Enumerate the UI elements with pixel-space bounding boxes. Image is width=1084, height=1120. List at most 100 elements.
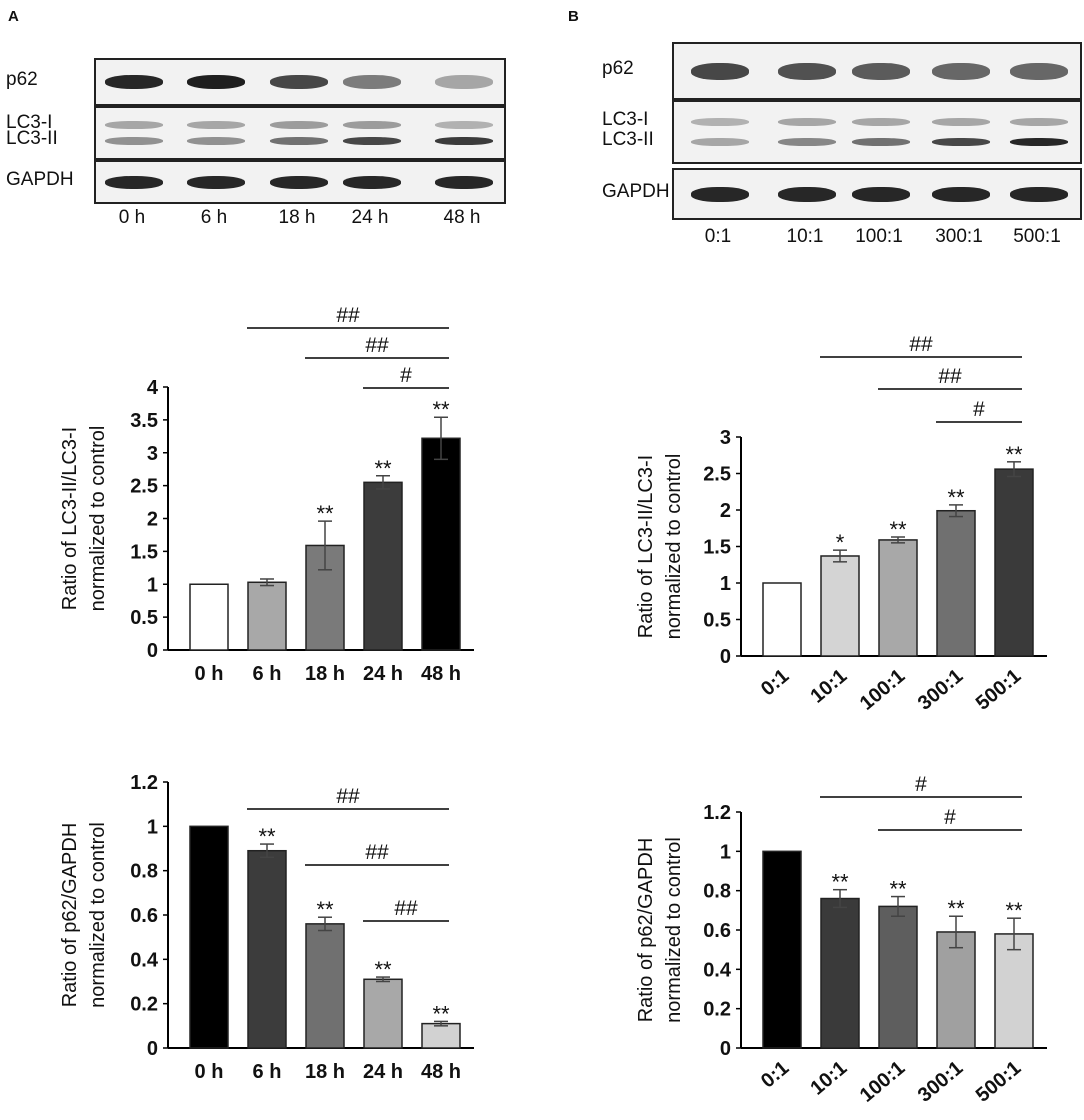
- y-tick-label: 3: [720, 427, 731, 449]
- blot-band: [187, 137, 245, 146]
- blot-band: [691, 186, 749, 202]
- bar: [820, 555, 860, 657]
- y-tick-label: 0.5: [130, 607, 158, 629]
- y-tick-label: 1: [720, 841, 731, 863]
- comparison-label: ##: [909, 333, 933, 356]
- blot-band: [435, 175, 493, 189]
- blot-row-label: LC3-I: [602, 109, 649, 130]
- bar: [247, 849, 287, 1049]
- blot-band: [435, 75, 493, 89]
- blot-band: [270, 175, 328, 189]
- blot-lane-label: 300:1: [935, 226, 983, 247]
- y-tick-label: 2.5: [703, 464, 731, 486]
- x-tick-label: 0 h: [195, 1061, 224, 1083]
- significance-star: **: [432, 397, 450, 422]
- blot-row: [672, 42, 1082, 100]
- y-tick-label: 0.6: [130, 905, 158, 927]
- blot-band: [778, 62, 836, 80]
- blot-row-label: LC3-I: [6, 111, 53, 133]
- y-tick-label: 0.6: [703, 920, 731, 942]
- blot-band: [932, 118, 990, 126]
- blot-band: [1010, 62, 1068, 80]
- blot-row-label: GAPDH: [6, 169, 74, 190]
- significance-star: **: [432, 1001, 450, 1026]
- y-tick-label: 1.2: [130, 772, 158, 794]
- blot-band: [343, 120, 401, 129]
- blot-lane-label: 100:1: [855, 226, 903, 247]
- significance-star: **: [831, 870, 849, 895]
- blot-band: [343, 137, 401, 146]
- comparison-label: ##: [365, 334, 389, 357]
- y-tick-label: 1.5: [130, 541, 158, 563]
- y-tick-label: 0: [147, 640, 158, 662]
- y-tick-label: 0: [720, 646, 731, 668]
- panel-letter-a: A: [8, 8, 19, 25]
- y-tick-label: 3: [147, 443, 158, 465]
- blot-band: [691, 62, 749, 80]
- comparison-label: #: [944, 806, 956, 829]
- blot-band: [270, 75, 328, 89]
- blot-lane-label: 18 h: [278, 207, 316, 228]
- blot-lane-label: 500:1: [1013, 226, 1061, 247]
- significance-star: **: [1005, 442, 1023, 467]
- blot-row: [672, 168, 1082, 220]
- blot-band: [105, 137, 163, 146]
- y-axis-label: normalized to control: [87, 426, 109, 612]
- bar: [994, 933, 1034, 1049]
- blot-band: [1010, 186, 1068, 202]
- blot-lane-label: 0:1: [704, 226, 732, 247]
- x-tick-label: 24 h: [363, 663, 403, 685]
- blot-band: [105, 75, 163, 89]
- blot-band: [932, 138, 990, 146]
- bar: [820, 897, 860, 1049]
- significance-star: **: [316, 897, 334, 922]
- y-tick-label: 1.5: [703, 537, 731, 559]
- blot-row-label: LC3-II: [602, 129, 654, 150]
- blot-band: [778, 138, 836, 146]
- bar: [363, 481, 403, 651]
- y-tick-label: 0.8: [703, 881, 731, 903]
- blot-row-label: LC3-II: [6, 128, 58, 150]
- x-tick-label: 10:1: [806, 1057, 851, 1100]
- x-tick-label: 18 h: [305, 1061, 345, 1083]
- blot-band: [187, 175, 245, 189]
- blot-band: [852, 118, 910, 126]
- x-tick-label: 6 h: [253, 663, 282, 685]
- blot-band: [691, 118, 749, 126]
- y-axis-label: Ratio of p62/GAPDH: [635, 838, 657, 1023]
- blot-lane-label: 6 h: [200, 207, 228, 228]
- y-axis-label: Ratio of p62/GAPDH: [59, 823, 81, 1008]
- significance-star: **: [316, 501, 334, 526]
- blot-band: [1010, 138, 1068, 146]
- blot-band: [343, 175, 401, 189]
- y-tick-label: 4: [147, 377, 159, 399]
- x-tick-label: 500:1: [972, 1057, 1025, 1107]
- bar: [936, 931, 976, 1049]
- blot-band: [852, 62, 910, 80]
- blot-band: [270, 120, 328, 129]
- y-axis-label: normalized to control: [663, 837, 685, 1023]
- x-tick-label: 6 h: [253, 1061, 282, 1083]
- y-tick-label: 0.2: [130, 994, 158, 1016]
- significance-star: **: [374, 456, 392, 481]
- significance-star: **: [947, 485, 965, 510]
- significance-star: **: [1005, 898, 1023, 923]
- significance-star: *: [836, 530, 845, 555]
- blot-band: [105, 120, 163, 129]
- x-tick-label: 0 h: [195, 663, 224, 685]
- blot-band: [435, 137, 493, 146]
- comparison-label: ##: [365, 841, 389, 864]
- y-tick-label: 1: [147, 816, 158, 838]
- significance-star: **: [889, 517, 907, 542]
- blot-row: [94, 106, 506, 160]
- y-tick-label: 1.2: [703, 802, 731, 824]
- comparison-label: ##: [394, 897, 418, 920]
- y-tick-label: 1: [147, 574, 158, 596]
- blot-lane-label: 48 h: [443, 207, 481, 228]
- bar: [421, 1022, 461, 1049]
- x-tick-label: 0:1: [757, 1057, 793, 1092]
- bar: [189, 825, 229, 1049]
- bar: [762, 582, 802, 657]
